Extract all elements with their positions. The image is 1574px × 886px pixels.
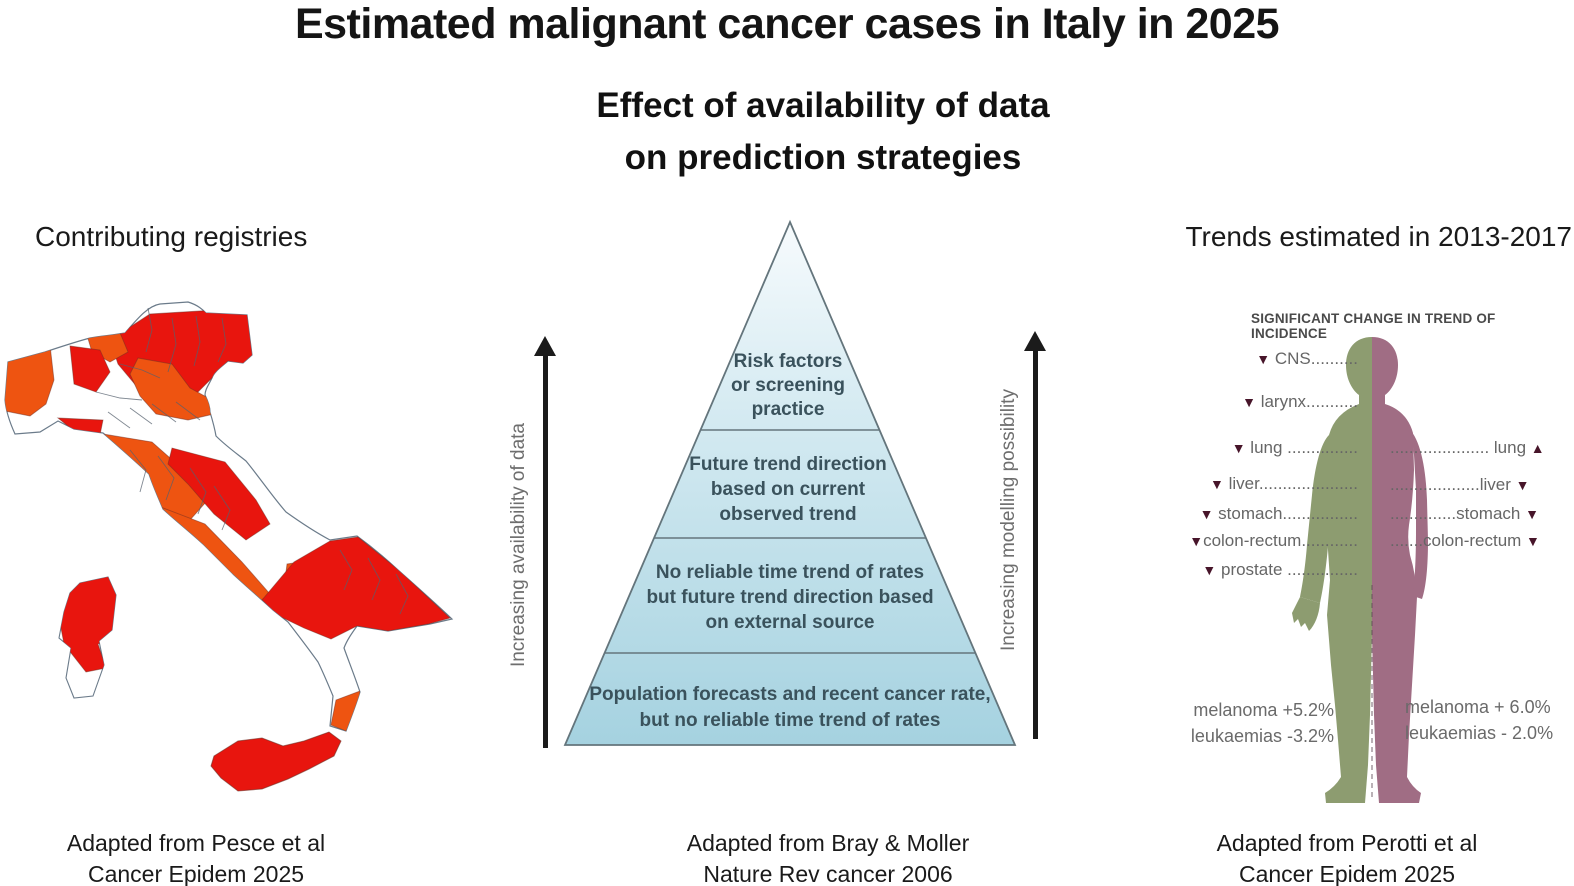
male-trend-larynx: ▼ larynx........... (1242, 392, 1358, 411)
subtitle: Effect of availability of data on predic… (596, 86, 1050, 177)
pyramid-diagram (563, 219, 1017, 746)
trend-down-icon: ▼ (1199, 506, 1214, 522)
female-trend-labels: ..................... lung ▲............… (1390, 0, 1574, 886)
pyramid-tier-3-label: No reliable time trend of rates but futu… (646, 562, 934, 633)
region-south-red (261, 536, 451, 640)
male-arm (1300, 435, 1333, 603)
trend-down-icon: ▼ (1210, 476, 1224, 492)
left-panel-heading: Contributing registries (35, 221, 308, 252)
male-hand (1292, 597, 1320, 631)
male-trend-CNS: ▼ CNS.......... (1256, 349, 1358, 368)
right-axis-label: Increasing modelling possibility (998, 389, 1019, 651)
trend-down-icon: ▼ (1202, 562, 1217, 578)
middle-caption: Adapted from Bray & Moller Nature Rev ca… (686, 830, 970, 886)
female-trend-stomach: ..............stomach ▼ (1390, 504, 1539, 523)
trend-down-icon: ▼ (1256, 351, 1271, 367)
right-axis-arrow (1033, 349, 1038, 739)
pyramid-tier-2-label: Future trend direction based on current … (689, 454, 887, 525)
pyramid-body (563, 219, 1017, 746)
trend-down-icon: ▼ (1526, 533, 1540, 549)
female-trend-lung: ..................... lung ▲ (1390, 438, 1545, 457)
pyramid-tier-1-label: Risk factors or screening practice (730, 351, 846, 420)
italy-registries-map (4, 301, 454, 792)
registry-regions (5, 307, 451, 731)
male-trend-labels: ▼ CNS.......... ▼ larynx........... ▼ lung… (1180, 0, 1358, 886)
sicily-red (210, 731, 342, 792)
left-axis-arrow (543, 354, 548, 748)
male-trend-stomach: ▼ stomach................ (1199, 504, 1358, 523)
trend-down-icon: ▼ (1525, 506, 1539, 522)
male-stats: melanoma +5.2% leukaemias -3.2% (1190, 700, 1334, 746)
female-head (1372, 337, 1398, 404)
male-head (1346, 337, 1372, 404)
left-axis-label: Increasing availability of data (508, 423, 529, 667)
right-panel-heading: Trends estimated in 2013-2017 (1185, 221, 1572, 252)
region-north-orange-band (129, 357, 215, 421)
body-silhouette (1292, 337, 1428, 803)
female-trend-liver: ...................liver ▼ (1390, 475, 1530, 494)
male-trend-lung: ▼ lung ............... (1231, 438, 1358, 457)
trend-down-icon: ▼ (1189, 533, 1204, 549)
female-half (1372, 337, 1428, 803)
female-arm (1411, 431, 1428, 599)
main-title: Estimated malignant cancer cases in Ital… (294, 0, 1280, 48)
right-axis-arrowhead-icon (1024, 331, 1046, 351)
female-trend-colon-rectum: .......colon-rectum ▼ (1390, 531, 1540, 550)
left-axis-arrowhead-icon (534, 336, 556, 356)
female-torso-leg (1372, 404, 1421, 803)
sardinia-north-red (59, 577, 116, 673)
right-caption: Adapted from Perotti et al Cancer Epidem… (1216, 830, 1478, 886)
left-caption: Adapted from Pesce et al Cancer Epidem 2… (66, 830, 326, 886)
trend-up-icon: ▲ (1530, 440, 1545, 456)
male-trend-prostate: ▼ prostate ............... (1202, 560, 1358, 579)
female-stats: melanoma + 6.0% leukaemias - 2.0% (1405, 697, 1554, 743)
trend-down-icon: ▼ (1515, 477, 1530, 493)
male-torso-leg (1325, 404, 1372, 803)
region-lombardy-red (69, 345, 111, 393)
male-trend-colon-rectum: ▼colon-rectum............ (1189, 531, 1358, 550)
incidence-chart-title: SIGNIFICANT CHANGE IN TREND OF INCIDENCE (1251, 311, 1496, 341)
male-half (1292, 337, 1372, 803)
male-trend-liver: ▼ liver..................... (1210, 474, 1358, 493)
trend-down-icon: ▼ (1231, 440, 1246, 456)
pyramid-tier-4-label: Population forecasts and recent cancer r… (589, 684, 991, 731)
trend-down-icon: ▼ (1242, 394, 1256, 410)
